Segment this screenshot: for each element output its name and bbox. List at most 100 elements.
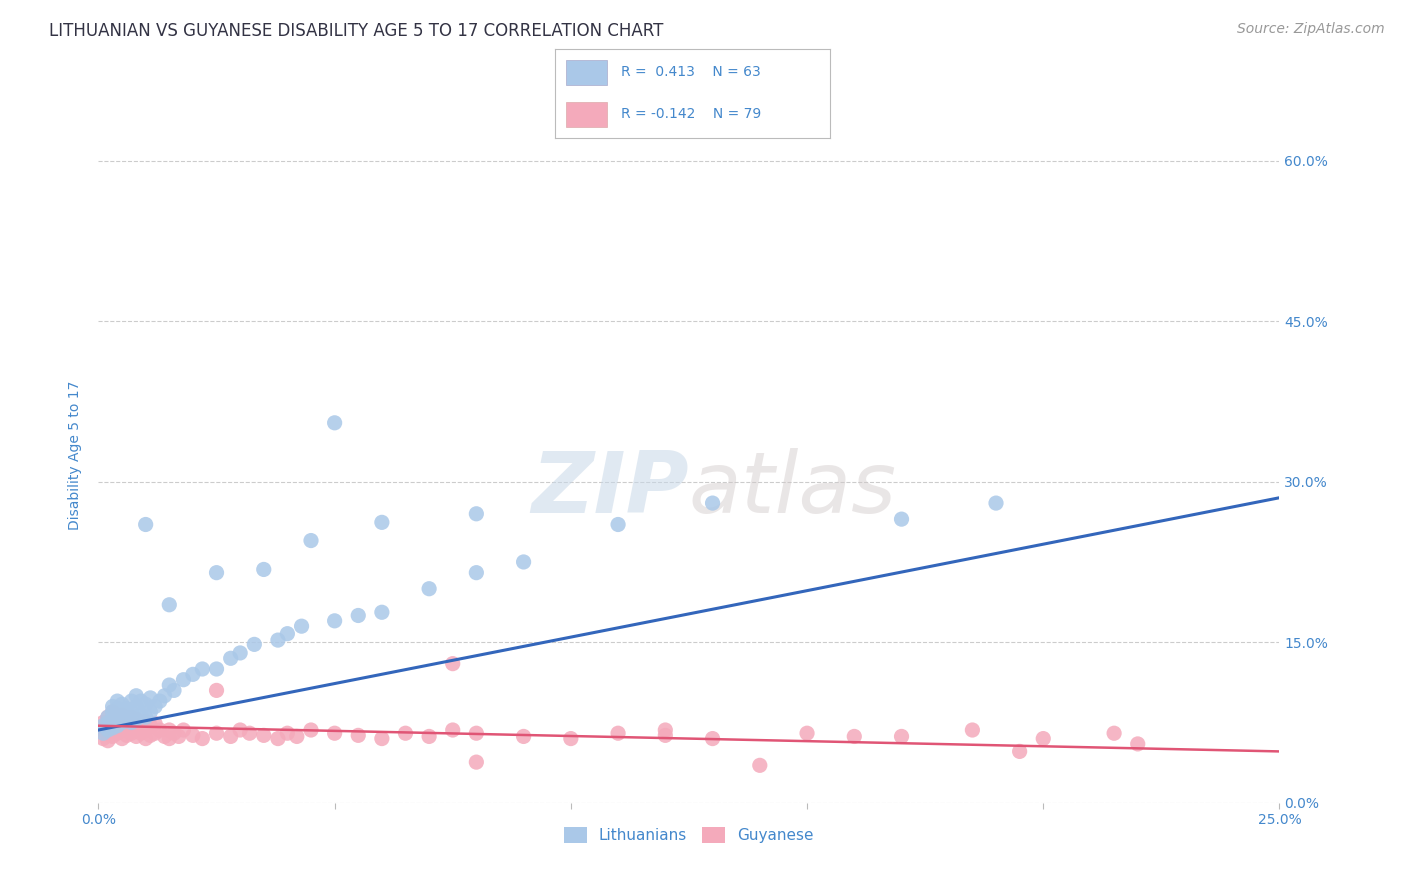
Point <box>101 721 124 735</box>
Point <box>347 728 370 742</box>
Point <box>115 721 138 735</box>
Point <box>323 726 346 740</box>
Point <box>105 708 128 723</box>
Text: atlas: atlas <box>689 448 897 532</box>
Point <box>299 533 322 548</box>
Point <box>135 723 157 737</box>
Point <box>1032 731 1054 746</box>
Point <box>890 512 912 526</box>
Point <box>163 683 186 698</box>
Point <box>97 723 120 737</box>
Point <box>219 730 242 744</box>
Point <box>91 726 114 740</box>
Point <box>111 715 134 730</box>
Bar <box>567 60 607 85</box>
Point <box>267 633 290 648</box>
Point <box>125 712 148 726</box>
Point <box>191 662 214 676</box>
Point <box>984 496 1007 510</box>
Point <box>97 719 120 733</box>
Point <box>153 689 176 703</box>
Point <box>111 705 134 719</box>
Point <box>121 719 143 733</box>
Point <box>111 723 134 737</box>
Point <box>121 710 143 724</box>
Bar <box>567 102 607 127</box>
Point <box>129 708 152 723</box>
Point <box>143 726 166 740</box>
Point <box>101 721 124 735</box>
Point <box>290 619 312 633</box>
Point <box>153 730 176 744</box>
Point <box>172 723 194 737</box>
Point <box>512 555 534 569</box>
Point <box>121 715 143 730</box>
Point <box>135 731 157 746</box>
Legend: Lithuanians, Guyanese: Lithuanians, Guyanese <box>557 820 821 851</box>
Point <box>253 728 276 742</box>
Point <box>371 516 394 530</box>
Point <box>157 678 180 692</box>
Point <box>97 726 120 740</box>
Point <box>607 726 630 740</box>
Point <box>465 755 488 769</box>
Point <box>125 689 148 703</box>
Point <box>101 730 124 744</box>
Point <box>157 598 180 612</box>
Point <box>101 712 124 726</box>
Point <box>115 728 138 742</box>
Point <box>105 694 128 708</box>
Point <box>139 728 162 742</box>
Point <box>441 723 464 737</box>
Point <box>465 507 488 521</box>
Point <box>115 701 138 715</box>
Y-axis label: Disability Age 5 to 17: Disability Age 5 to 17 <box>69 380 83 530</box>
Point <box>219 651 242 665</box>
Point <box>101 705 124 719</box>
Point <box>105 710 128 724</box>
Point <box>129 717 152 731</box>
Point <box>276 726 298 740</box>
Point <box>181 728 204 742</box>
Point <box>97 733 120 747</box>
Point <box>267 731 290 746</box>
Point <box>239 726 262 740</box>
Point <box>172 673 194 687</box>
Point <box>512 730 534 744</box>
Point <box>890 730 912 744</box>
Point <box>97 710 120 724</box>
Text: R =  0.413    N = 63: R = 0.413 N = 63 <box>621 65 761 79</box>
Point <box>121 726 143 740</box>
Point <box>962 723 984 737</box>
Point <box>139 690 162 705</box>
Text: ZIP: ZIP <box>531 448 689 532</box>
Point <box>115 712 138 726</box>
Point <box>418 730 440 744</box>
Point <box>253 562 276 576</box>
Point <box>105 719 128 733</box>
Point <box>125 712 148 726</box>
Point <box>111 708 134 723</box>
Text: R = -0.142    N = 79: R = -0.142 N = 79 <box>621 107 762 121</box>
Point <box>394 726 416 740</box>
Point <box>276 626 298 640</box>
Point <box>121 694 143 708</box>
Point <box>465 726 488 740</box>
Point <box>205 566 228 580</box>
Point <box>125 699 148 714</box>
Point <box>105 719 128 733</box>
Point <box>129 694 152 708</box>
Point <box>702 496 724 510</box>
Point <box>135 710 157 724</box>
Point <box>143 699 166 714</box>
Point <box>748 758 770 772</box>
Point <box>181 667 204 681</box>
Point <box>91 719 114 733</box>
Point <box>157 723 180 737</box>
Point <box>347 608 370 623</box>
Point <box>441 657 464 671</box>
Point <box>91 715 114 730</box>
Point <box>560 731 582 746</box>
Point <box>371 731 394 746</box>
Point <box>149 723 172 737</box>
